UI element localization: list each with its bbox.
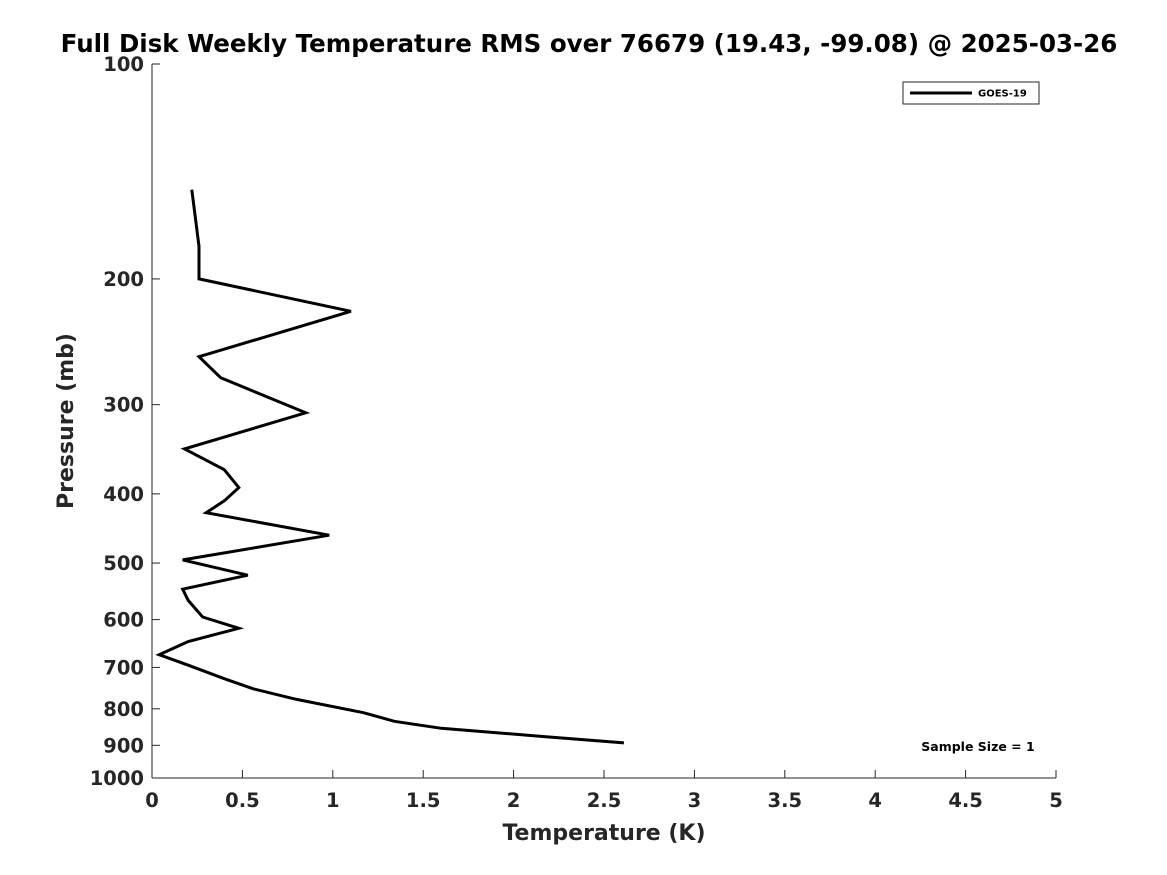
x-tick-label: 1 (326, 789, 340, 812)
x-tick-label: 4 (868, 789, 882, 812)
y-axis-label: Pressure (mb) (54, 333, 79, 509)
y-tick-label: 800 (103, 698, 144, 721)
y-tick-label: 900 (103, 734, 144, 757)
chart-title: Full Disk Weekly Temperature RMS over 76… (61, 29, 1118, 58)
sample-size-annotation: Sample Size = 1 (921, 739, 1034, 754)
x-axis-ticks: 0 0.5 1 1.5 2 2.5 3 3.5 4 4.5 5 (145, 770, 1063, 812)
plot-area (152, 64, 1056, 778)
x-tick-label: 0 (145, 789, 159, 812)
x-tick-label: 4.5 (948, 789, 983, 812)
x-tick-label: 2.5 (587, 789, 622, 812)
y-tick-label: 400 (103, 483, 144, 506)
x-tick-label: 2 (507, 789, 521, 812)
y-tick-label: 700 (103, 656, 144, 679)
y-tick-label: 100 (103, 53, 144, 76)
x-tick-label: 5 (1049, 789, 1063, 812)
series-line-goes-19 (155, 189, 625, 745)
y-tick-label: 1000 (90, 767, 144, 790)
legend: GOES-19 (902, 81, 1040, 105)
legend-entry: GOES-19 (978, 89, 1027, 100)
y-tick-label: 500 (103, 552, 144, 575)
y-tick-label: 200 (103, 268, 144, 291)
x-tick-label: 1.5 (406, 789, 441, 812)
x-tick-label: 0.5 (225, 789, 260, 812)
x-axis-label: Temperature (K) (502, 821, 705, 846)
y-tick-label: 600 (103, 609, 144, 632)
x-tick-label: 3.5 (768, 789, 803, 812)
x-tick-label: 3 (688, 789, 702, 812)
y-axis-ticks: 100 200 300 400 500 600 700 800 900 1000 (90, 53, 160, 790)
y-tick-label: 300 (103, 394, 144, 417)
